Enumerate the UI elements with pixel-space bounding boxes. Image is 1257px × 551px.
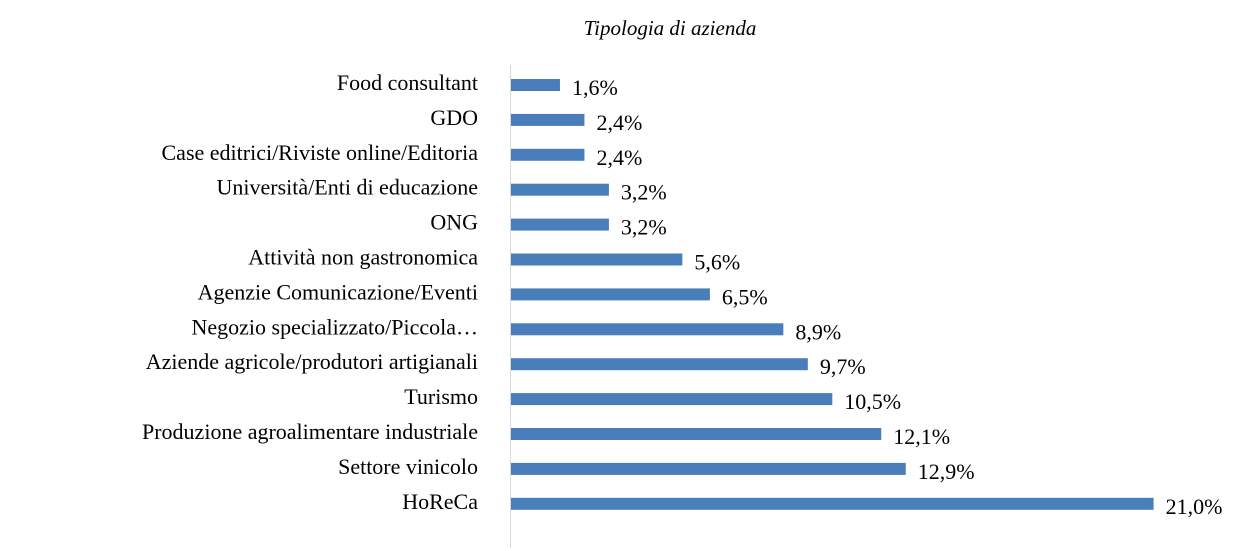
category-label: Aziende agricole/produtori artigianali — [146, 349, 478, 374]
category-label: GDO — [430, 105, 478, 130]
category-label: Case editrici/Riviste online/Editoria — [162, 140, 479, 165]
bar — [511, 393, 833, 406]
data-label: 8,9% — [795, 319, 841, 344]
category-label: Agenzie Comunicazione/Eventi — [198, 279, 478, 304]
data-label: 10,5% — [844, 389, 901, 414]
data-label: 3,2% — [621, 180, 667, 205]
bar — [511, 428, 882, 440]
bar — [511, 462, 906, 475]
bar — [511, 79, 560, 91]
category-label: Produzione agroalimentare industriale — [142, 419, 478, 444]
bar — [511, 323, 784, 336]
category-label: HoReCa — [402, 489, 478, 514]
category-label: Negozio specializzato/Piccola… — [192, 314, 479, 339]
data-label: 21,0% — [1166, 494, 1223, 519]
data-label: 3,2% — [621, 215, 667, 240]
bar — [511, 288, 710, 301]
bar — [511, 148, 585, 161]
data-label: 2,4% — [596, 145, 642, 170]
data-label: 9,7% — [820, 354, 866, 379]
data-label: 2,4% — [596, 110, 642, 135]
category-label: Food consultant — [337, 70, 478, 95]
chart-title: Tipologia di azienda — [584, 16, 757, 40]
data-label: 12,9% — [918, 459, 975, 484]
bar — [511, 183, 609, 196]
data-label: 6,5% — [722, 284, 768, 309]
data-label: 1,6% — [572, 75, 618, 100]
category-label: Turismo — [404, 384, 478, 409]
bar — [511, 253, 683, 266]
category-label: Settore vinicolo — [338, 454, 478, 479]
category-label: Attività non gastronomica — [248, 245, 478, 270]
category-label: ONG — [430, 210, 478, 235]
data-label: 5,6% — [694, 250, 740, 275]
bar — [511, 218, 609, 231]
bar — [511, 497, 1154, 510]
data-label: 12,1% — [893, 424, 950, 449]
bar — [511, 358, 808, 371]
category-label: Università/Enti di educazione — [217, 175, 478, 200]
bar — [511, 113, 585, 126]
